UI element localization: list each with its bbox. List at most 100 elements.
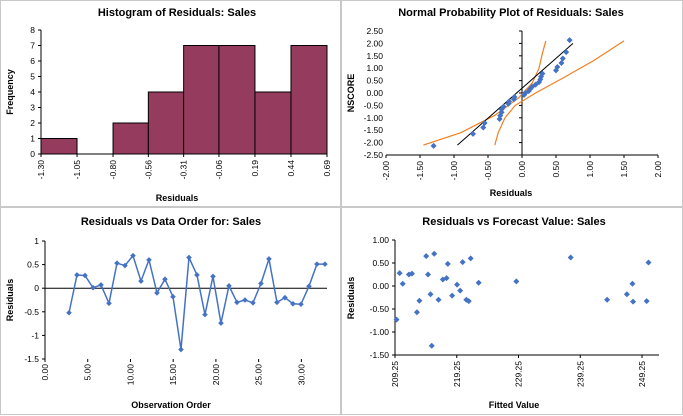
data-point xyxy=(480,124,487,131)
x-tick-label: 249.25 xyxy=(637,361,647,387)
data-point xyxy=(643,298,650,305)
y-tick-label: -1.00 xyxy=(370,327,390,337)
histogram-bar xyxy=(112,122,149,155)
y-tick-label: -1.50 xyxy=(364,125,384,135)
data-point xyxy=(500,103,507,110)
data-point xyxy=(430,142,437,149)
data-point xyxy=(566,37,573,44)
residuals-vs-order-chart: Residuals vs Data Order for: Sales Observ… xyxy=(5,216,328,410)
x-tick-label: 229.25 xyxy=(514,361,524,387)
x-axis-label: Observation Order xyxy=(131,400,211,410)
data-point xyxy=(563,49,570,56)
histogram-bar xyxy=(40,138,78,155)
y-axis-label: NSCORE xyxy=(346,74,356,113)
x-tick-label: -1.00 xyxy=(449,161,459,181)
x-tick-label: 209.25 xyxy=(390,361,400,387)
data-point xyxy=(435,296,442,303)
data-point xyxy=(210,273,216,280)
x-tick-label: 239.25 xyxy=(575,361,585,387)
data-point xyxy=(443,275,450,282)
histogram-bar xyxy=(218,45,256,155)
data-point xyxy=(558,59,565,66)
data-point xyxy=(629,280,636,287)
data-point xyxy=(431,250,438,257)
data-point xyxy=(90,284,96,291)
data-point xyxy=(427,291,434,298)
data-point xyxy=(162,276,168,283)
y-tick-label: 0.5 xyxy=(27,260,39,270)
data-point xyxy=(467,255,474,262)
data-point xyxy=(539,70,546,77)
data-point xyxy=(98,282,104,288)
y-tick-label: 8 xyxy=(30,25,35,35)
data-point xyxy=(465,298,472,305)
y-tick-label: 0.00 xyxy=(372,281,389,291)
y-tick-label: 0 xyxy=(34,283,39,293)
residuals-vs-fitted-chart: Residuals vs Forecast Value: Sales Fitted… xyxy=(346,216,659,410)
x-tick-label: 0.69 xyxy=(322,160,332,177)
chart-title: Residuals vs Data Order for: Sales xyxy=(81,216,261,228)
x-tick-label: 1.00 xyxy=(585,161,595,178)
data-point xyxy=(506,98,513,105)
data-point xyxy=(481,120,488,127)
x-tick-label: 0.50 xyxy=(551,161,561,178)
x-tick-label: 219.25 xyxy=(452,361,462,387)
x-tick-label: 5.00 xyxy=(83,364,93,381)
x-tick-label: 0.44 xyxy=(286,160,296,177)
y-tick-label: -1.5 xyxy=(24,354,39,364)
data-point xyxy=(522,90,529,96)
x-tick-label: -1.30 xyxy=(36,160,46,180)
y-tick-label: 2.00 xyxy=(366,38,383,48)
y-tick-label: 4 xyxy=(30,87,35,97)
y-tick-label: 3 xyxy=(30,103,35,113)
y-tick-label: 1.50 xyxy=(366,51,383,61)
x-axis-label: Residuals xyxy=(156,193,199,203)
data-point xyxy=(298,301,304,308)
histogram-bar xyxy=(290,45,328,155)
x-tick-label: 15.00 xyxy=(168,364,178,386)
data-point xyxy=(322,261,328,267)
y-tick-label: -0.50 xyxy=(370,304,390,314)
data-point xyxy=(114,260,120,266)
normal-probability-panel: Normal Probability Plot of Residuals: Sa… xyxy=(341,0,683,207)
x-tick-label: -0.50 xyxy=(483,161,493,181)
data-point xyxy=(459,259,466,266)
y-tick-label: -1 xyxy=(31,330,39,340)
data-point xyxy=(623,291,630,298)
y-tick-label: 2 xyxy=(30,118,35,128)
data-point xyxy=(194,272,200,278)
x-tick-label: -2.00 xyxy=(381,161,391,181)
data-point xyxy=(604,296,611,303)
data-point xyxy=(425,271,432,278)
data-point xyxy=(399,280,406,287)
x-tick-label: 30.00 xyxy=(296,364,306,386)
histogram-bar xyxy=(254,91,292,155)
y-tick-label: 7 xyxy=(30,41,35,51)
data-point xyxy=(186,254,192,261)
fit-line xyxy=(457,43,574,146)
data-point xyxy=(559,55,566,62)
data-point xyxy=(178,346,184,353)
data-point xyxy=(475,279,482,286)
y-tick-label: -0.50 xyxy=(364,100,384,110)
data-point xyxy=(82,272,88,279)
data-point xyxy=(202,311,208,318)
data-point xyxy=(645,259,652,266)
data-point xyxy=(266,256,272,262)
x-tick-label: 25.00 xyxy=(254,364,264,386)
y-axis-label: Frequency xyxy=(5,69,15,115)
histogram-panel: Histogram of Residuals: Sales Residuals Fr… xyxy=(0,0,341,207)
residuals-vs-fitted-panel: Residuals vs Forecast Value: Sales Fitted… xyxy=(341,207,683,415)
y-tick-label: 6 xyxy=(30,56,35,66)
y-axis-label: Residuals xyxy=(5,279,15,322)
data-point xyxy=(408,270,415,277)
y-tick-label: 1.00 xyxy=(372,235,389,245)
y-tick-label: 1 xyxy=(30,134,35,144)
y-tick-label: 5 xyxy=(30,72,35,82)
x-tick-label: -0.56 xyxy=(143,160,153,180)
confidence-band-lower xyxy=(494,40,625,146)
data-point xyxy=(146,257,152,263)
y-axis-label: Residuals xyxy=(346,277,356,320)
data-point xyxy=(66,309,72,316)
x-tick-label: 0.00 xyxy=(517,161,527,178)
